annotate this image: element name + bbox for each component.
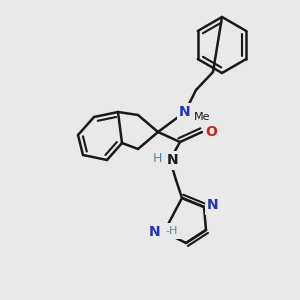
Text: O: O (205, 125, 217, 139)
Text: N: N (207, 198, 219, 212)
Text: H: H (152, 152, 162, 164)
Text: N: N (179, 105, 191, 119)
Text: N: N (167, 153, 179, 167)
Text: Me: Me (194, 112, 210, 122)
Text: -H: -H (166, 226, 178, 236)
Text: N: N (149, 225, 161, 239)
